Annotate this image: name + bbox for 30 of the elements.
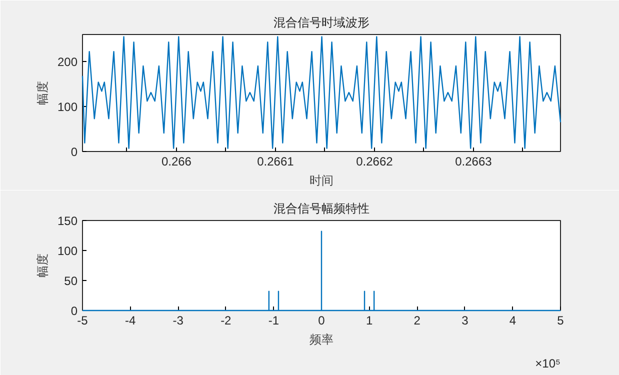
y-tick-label: 200 (57, 55, 78, 69)
chart-title: 混合信号幅频特性 (274, 202, 370, 216)
x-tick-label: 3 (462, 314, 469, 328)
x-tick-label: -5 (77, 314, 88, 328)
line-series (82, 36, 562, 149)
y-axis-title: 幅度 (35, 254, 50, 278)
x-tick-label: 0.2663 (455, 154, 492, 168)
x-tick-label: 0.2661 (257, 154, 294, 168)
x-tick-label: -3 (172, 314, 184, 328)
y-tick-label: 50 (64, 274, 78, 288)
x-tick-label: -2 (220, 314, 232, 328)
y-tick-label: 0 (70, 145, 78, 159)
x-tick-label: 5 (557, 314, 564, 328)
y-tick-label: 0 (70, 304, 78, 318)
y-axis-title: 幅度 (35, 81, 50, 105)
x-tick-label: 0 (318, 314, 326, 328)
x-axis-title: 频率 (310, 332, 334, 346)
chart-title: 混合信号时域波形 (274, 16, 370, 30)
x-tick-label: 0.2662 (356, 154, 394, 168)
y-tick-label: 100 (57, 100, 78, 114)
x-tick-label: -4 (124, 314, 136, 328)
x-axis-title: 时间 (310, 174, 334, 188)
text: ×10⁵ (535, 356, 561, 370)
x-tick-label: 2 (414, 314, 421, 328)
y-tick-label: 100 (57, 244, 78, 258)
y-tick-label: 150 (57, 214, 78, 228)
x-tick-label: 0.266 (161, 154, 192, 168)
x-tick-label: 1 (366, 314, 373, 328)
x-tick-label: 4 (509, 314, 516, 328)
x-tick-label: -1 (268, 314, 280, 328)
